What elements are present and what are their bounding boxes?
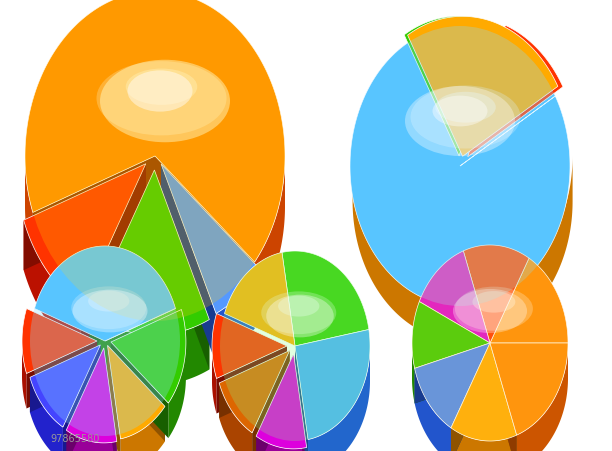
Polygon shape xyxy=(30,345,100,427)
Polygon shape xyxy=(30,345,100,412)
Ellipse shape xyxy=(125,69,197,106)
Polygon shape xyxy=(225,253,295,346)
Polygon shape xyxy=(216,271,261,364)
Polygon shape xyxy=(108,345,165,439)
Polygon shape xyxy=(350,27,570,306)
Polygon shape xyxy=(404,17,497,156)
Polygon shape xyxy=(490,343,517,451)
Polygon shape xyxy=(295,346,308,451)
Polygon shape xyxy=(89,170,154,363)
Polygon shape xyxy=(104,348,117,451)
Polygon shape xyxy=(282,252,369,346)
Polygon shape xyxy=(517,343,568,451)
Ellipse shape xyxy=(30,246,180,436)
Polygon shape xyxy=(66,430,117,451)
Polygon shape xyxy=(451,343,490,451)
Polygon shape xyxy=(66,348,104,451)
Polygon shape xyxy=(490,343,568,435)
Polygon shape xyxy=(161,165,216,364)
Polygon shape xyxy=(415,343,490,404)
Ellipse shape xyxy=(97,62,226,136)
Polygon shape xyxy=(66,348,117,443)
Ellipse shape xyxy=(435,92,496,123)
Ellipse shape xyxy=(455,287,533,331)
Ellipse shape xyxy=(72,290,147,333)
Polygon shape xyxy=(89,170,209,335)
Polygon shape xyxy=(155,156,255,313)
Polygon shape xyxy=(412,302,490,368)
Ellipse shape xyxy=(266,295,334,338)
Polygon shape xyxy=(154,170,209,370)
Polygon shape xyxy=(451,343,517,441)
Polygon shape xyxy=(217,346,287,414)
Text: 97865580: 97865580 xyxy=(50,433,99,443)
Ellipse shape xyxy=(88,291,129,312)
Polygon shape xyxy=(463,245,529,343)
Polygon shape xyxy=(111,342,168,438)
Polygon shape xyxy=(419,251,490,343)
Ellipse shape xyxy=(472,291,515,313)
Polygon shape xyxy=(22,309,97,374)
Polygon shape xyxy=(219,383,252,451)
Polygon shape xyxy=(24,164,146,307)
Polygon shape xyxy=(308,346,370,451)
Polygon shape xyxy=(490,258,568,343)
Polygon shape xyxy=(33,156,155,263)
Polygon shape xyxy=(24,164,146,271)
Polygon shape xyxy=(490,343,517,451)
Polygon shape xyxy=(25,0,285,262)
Polygon shape xyxy=(105,309,176,341)
Polygon shape xyxy=(415,343,490,428)
Ellipse shape xyxy=(127,71,193,112)
Polygon shape xyxy=(111,310,186,403)
Polygon shape xyxy=(256,436,307,451)
Polygon shape xyxy=(252,351,289,451)
Ellipse shape xyxy=(25,0,285,321)
Ellipse shape xyxy=(405,87,515,156)
Polygon shape xyxy=(212,314,287,379)
Polygon shape xyxy=(451,343,490,451)
Polygon shape xyxy=(256,354,307,449)
Polygon shape xyxy=(24,221,81,357)
Ellipse shape xyxy=(220,252,370,441)
Polygon shape xyxy=(412,343,415,404)
Polygon shape xyxy=(108,345,121,451)
Polygon shape xyxy=(161,165,261,320)
Polygon shape xyxy=(26,341,97,409)
Polygon shape xyxy=(168,342,186,438)
Polygon shape xyxy=(63,345,100,451)
Ellipse shape xyxy=(411,86,520,149)
Polygon shape xyxy=(415,368,451,451)
Polygon shape xyxy=(451,428,517,451)
Polygon shape xyxy=(219,351,289,433)
Polygon shape xyxy=(25,156,33,263)
Ellipse shape xyxy=(71,287,146,329)
Ellipse shape xyxy=(350,27,570,306)
Polygon shape xyxy=(408,17,558,157)
Polygon shape xyxy=(468,26,563,157)
Polygon shape xyxy=(295,330,370,440)
Polygon shape xyxy=(415,343,490,404)
Polygon shape xyxy=(353,157,573,341)
Polygon shape xyxy=(108,345,165,442)
Polygon shape xyxy=(22,341,26,409)
Ellipse shape xyxy=(412,245,568,441)
Ellipse shape xyxy=(433,97,488,127)
Polygon shape xyxy=(34,246,176,341)
Ellipse shape xyxy=(453,289,527,333)
Polygon shape xyxy=(81,164,146,357)
Ellipse shape xyxy=(278,296,319,317)
Polygon shape xyxy=(89,313,209,385)
Polygon shape xyxy=(30,377,63,451)
Polygon shape xyxy=(255,156,285,313)
Polygon shape xyxy=(121,406,165,451)
Polygon shape xyxy=(294,354,307,451)
Polygon shape xyxy=(161,165,261,314)
Polygon shape xyxy=(219,351,289,418)
Polygon shape xyxy=(212,346,217,414)
Polygon shape xyxy=(256,354,294,451)
Ellipse shape xyxy=(100,60,230,143)
Ellipse shape xyxy=(261,292,336,334)
